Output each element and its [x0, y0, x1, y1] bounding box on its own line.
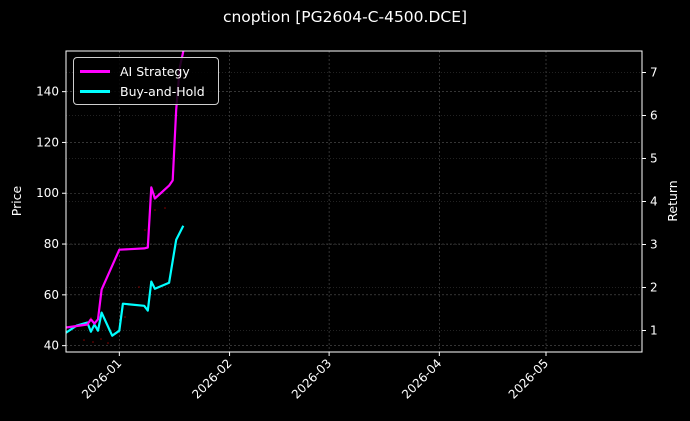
x-tick-label: 2026-04	[399, 356, 444, 401]
y-tick-label-left: 120	[36, 135, 59, 149]
y-tick-label-left: 40	[44, 339, 59, 353]
y-tick-label-right: 5	[650, 152, 658, 166]
marker-dot	[83, 339, 85, 341]
y-tick-label-right: 3	[650, 238, 658, 252]
y-tick-label-right: 7	[650, 66, 658, 80]
marker-dot	[107, 342, 109, 344]
marker-dot	[92, 341, 94, 343]
y-tick-label-left: 60	[44, 288, 59, 302]
y-tick-label-left: 100	[36, 186, 59, 200]
marker-dot	[154, 209, 156, 211]
legend: AI Strategy Buy-and-Hold	[73, 57, 219, 105]
series-line-buy-and-hold	[66, 225, 185, 337]
y-axis-label-right: Return	[665, 180, 680, 221]
legend-item-buy-and-hold: Buy-and-Hold	[80, 81, 205, 101]
y-tick-label-right: 2	[650, 281, 658, 295]
legend-label: Buy-and-Hold	[120, 83, 205, 99]
axis-ticks: 2026-01 2026-02 2026-03 2026-04 2026-05 40 60 8…	[36, 66, 658, 402]
marker-dot	[144, 229, 146, 231]
marker-dot	[100, 338, 102, 340]
marker-dot	[124, 316, 126, 318]
marker-dot	[164, 207, 166, 209]
marker-dot	[90, 317, 92, 319]
legend-label: AI Strategy	[120, 63, 190, 79]
y-axis-label-left: Price	[9, 185, 24, 216]
x-tick-label: 2026-03	[289, 356, 334, 401]
legend-item-ai-strategy: AI Strategy	[80, 61, 190, 81]
series-line-ai-strategy	[66, 51, 185, 329]
legend-swatch-cyan	[80, 89, 110, 93]
y-tick-label-left: 80	[44, 237, 59, 251]
x-tick-label: 2026-02	[189, 356, 234, 401]
marker-dot	[138, 286, 140, 288]
x-tick-label: 2026-01	[79, 356, 124, 401]
data-lines	[66, 51, 185, 344]
y-tick-label-right: 6	[650, 109, 658, 123]
y-tick-label-right: 1	[650, 324, 658, 338]
y-tick-label-left: 140	[36, 85, 59, 99]
x-tick-label: 2026-05	[506, 356, 551, 401]
legend-swatch-magenta	[80, 69, 110, 73]
y-tick-label-right: 4	[650, 195, 658, 209]
chart-title: cnoption [PG2604-C-4500.DCE]	[222, 8, 468, 26]
